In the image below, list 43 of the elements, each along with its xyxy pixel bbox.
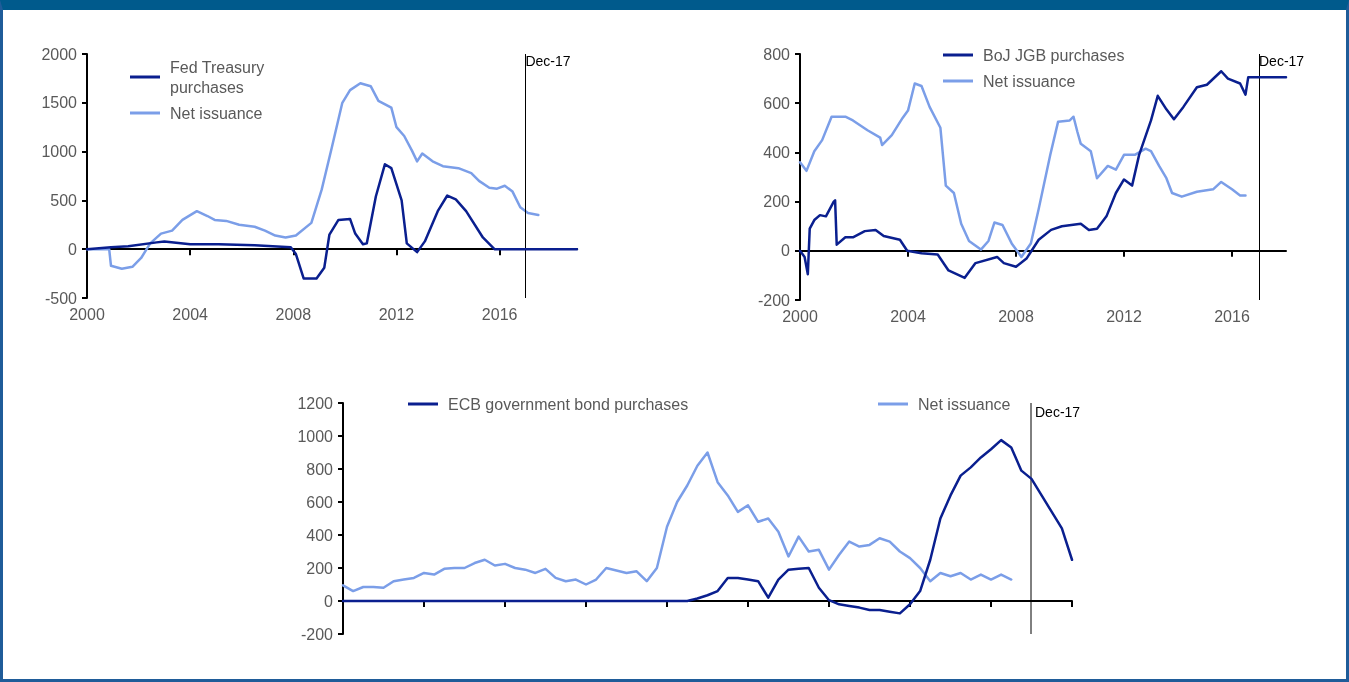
x-tick-label: 2000 xyxy=(69,305,105,323)
y-tick-label: 1500 xyxy=(41,94,78,112)
legend-label: ECB government bond purchases xyxy=(448,395,689,413)
x-tick-label: 2008 xyxy=(998,307,1034,325)
y-tick-label: 1000 xyxy=(297,427,334,445)
legend-label: BoJ JGB purchases xyxy=(983,46,1125,64)
y-tick-label: 800 xyxy=(763,45,791,63)
x-tick-label: 2012 xyxy=(378,305,415,323)
x-tick-label: 2004 xyxy=(172,305,209,323)
ref-line-label: Dec-17 xyxy=(1259,53,1305,69)
legend-label: Net issuance xyxy=(918,395,1011,413)
line-series xyxy=(341,451,1013,593)
x-tick-label: 2016 xyxy=(1214,307,1250,325)
y-tick-label: 400 xyxy=(306,526,334,544)
y-tick-label: -200 xyxy=(300,625,334,643)
x-tick-label: 2012 xyxy=(1106,307,1142,325)
y-tick-label: 0 xyxy=(781,242,791,260)
y-tick-label: 0 xyxy=(68,240,78,258)
ref-line-label: Dec-17 xyxy=(525,53,571,69)
y-tick-label: 800 xyxy=(306,460,334,478)
y-tick-label: -500 xyxy=(44,289,78,307)
y-tick-label: 200 xyxy=(306,559,334,577)
y-tick-label: 1000 xyxy=(41,143,78,161)
line-series xyxy=(85,163,579,280)
y-tick-label: 600 xyxy=(306,493,334,511)
y-tick-label: 600 xyxy=(763,94,791,112)
y-tick-label: 400 xyxy=(763,143,791,161)
line-series xyxy=(798,69,1288,280)
y-tick-label: 1200 xyxy=(297,394,334,412)
line-series xyxy=(341,438,1074,615)
y-tick-label: 500 xyxy=(50,191,78,209)
x-tick-label: 2004 xyxy=(890,307,926,325)
y-tick-label: 0 xyxy=(324,592,334,610)
y-tick-label: 200 xyxy=(763,193,791,211)
x-tick-label: 2000 xyxy=(782,307,818,325)
y-tick-label: 2000 xyxy=(41,45,78,63)
annotation: Dec-17 xyxy=(1035,404,1081,420)
x-tick-label: 2016 xyxy=(481,305,518,323)
legend-label: Net issuance xyxy=(983,72,1076,90)
x-tick-label: 2008 xyxy=(275,305,312,323)
legend-label: Fed Treasury purchases xyxy=(170,58,269,96)
y-tick-label: -200 xyxy=(757,291,791,309)
legend-label: Net issuance xyxy=(170,104,263,122)
